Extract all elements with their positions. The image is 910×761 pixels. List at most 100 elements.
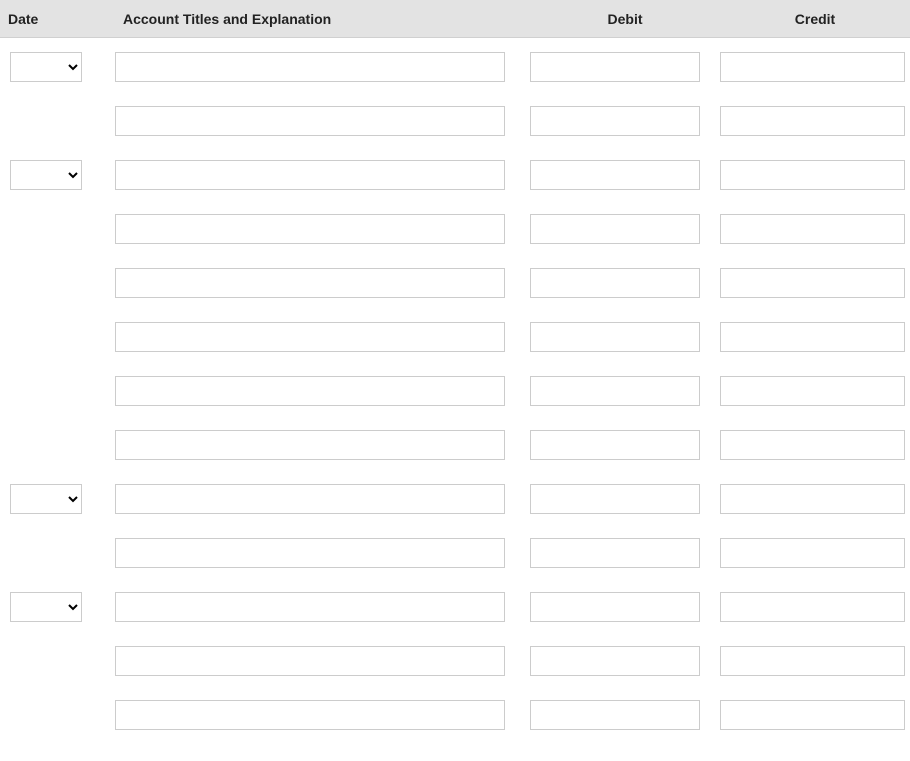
cell-account <box>115 214 530 244</box>
date-select[interactable] <box>10 592 82 622</box>
table-row <box>0 214 910 244</box>
account-input[interactable] <box>115 592 505 622</box>
credit-input[interactable] <box>720 484 905 514</box>
account-input[interactable] <box>115 538 505 568</box>
date-select[interactable] <box>10 484 82 514</box>
cell-account <box>115 106 530 136</box>
cell-credit <box>720 106 910 136</box>
credit-input[interactable] <box>720 646 905 676</box>
cell-account <box>115 160 530 190</box>
table-row <box>0 52 910 82</box>
debit-input[interactable] <box>530 52 700 82</box>
debit-input[interactable] <box>530 646 700 676</box>
cell-account <box>115 484 530 514</box>
credit-input[interactable] <box>720 700 905 730</box>
cell-debit <box>530 430 720 460</box>
cell-debit <box>530 484 720 514</box>
header-account: Account Titles and Explanation <box>115 11 530 27</box>
credit-input[interactable] <box>720 160 905 190</box>
credit-input[interactable] <box>720 268 905 298</box>
debit-input[interactable] <box>530 700 700 730</box>
table-row <box>0 646 910 676</box>
debit-input[interactable] <box>530 430 700 460</box>
cell-account <box>115 268 530 298</box>
cell-account <box>115 538 530 568</box>
credit-input[interactable] <box>720 592 905 622</box>
cell-credit <box>720 214 910 244</box>
table-row <box>0 538 910 568</box>
credit-input[interactable] <box>720 52 905 82</box>
debit-input[interactable] <box>530 592 700 622</box>
cell-credit <box>720 700 910 730</box>
table-header-row: Date Account Titles and Explanation Debi… <box>0 0 910 38</box>
cell-credit <box>720 52 910 82</box>
credit-input[interactable] <box>720 376 905 406</box>
cell-debit <box>530 700 720 730</box>
cell-debit <box>530 376 720 406</box>
cell-debit <box>530 160 720 190</box>
account-input[interactable] <box>115 700 505 730</box>
table-row <box>0 376 910 406</box>
table-row <box>0 106 910 136</box>
cell-debit <box>530 646 720 676</box>
cell-date <box>0 484 115 514</box>
cell-account <box>115 376 530 406</box>
table-row <box>0 268 910 298</box>
debit-input[interactable] <box>530 484 700 514</box>
account-input[interactable] <box>115 322 505 352</box>
debit-input[interactable] <box>530 376 700 406</box>
cell-credit <box>720 646 910 676</box>
credit-input[interactable] <box>720 538 905 568</box>
cell-debit <box>530 106 720 136</box>
cell-debit <box>530 268 720 298</box>
account-input[interactable] <box>115 160 505 190</box>
table-row <box>0 430 910 460</box>
cell-credit <box>720 484 910 514</box>
cell-account <box>115 700 530 730</box>
cell-account <box>115 430 530 460</box>
cell-credit <box>720 592 910 622</box>
table-row <box>0 700 910 730</box>
cell-debit <box>530 322 720 352</box>
header-credit: Credit <box>720 11 910 27</box>
cell-debit <box>530 538 720 568</box>
account-input[interactable] <box>115 268 505 298</box>
cell-credit <box>720 538 910 568</box>
account-input[interactable] <box>115 430 505 460</box>
account-input[interactable] <box>115 484 505 514</box>
debit-input[interactable] <box>530 538 700 568</box>
account-input[interactable] <box>115 52 505 82</box>
cell-debit <box>530 52 720 82</box>
table-row <box>0 322 910 352</box>
cell-account <box>115 646 530 676</box>
table-row <box>0 160 910 190</box>
debit-input[interactable] <box>530 268 700 298</box>
cell-credit <box>720 376 910 406</box>
cell-date <box>0 52 115 82</box>
debit-input[interactable] <box>530 160 700 190</box>
debit-input[interactable] <box>530 214 700 244</box>
date-select[interactable] <box>10 160 82 190</box>
header-date: Date <box>0 11 115 27</box>
account-input[interactable] <box>115 214 505 244</box>
cell-debit <box>530 214 720 244</box>
cell-credit <box>720 268 910 298</box>
cell-date <box>0 592 115 622</box>
journal-entry-table: Date Account Titles and Explanation Debi… <box>0 0 910 730</box>
credit-input[interactable] <box>720 214 905 244</box>
account-input[interactable] <box>115 646 505 676</box>
credit-input[interactable] <box>720 430 905 460</box>
cell-credit <box>720 322 910 352</box>
credit-input[interactable] <box>720 106 905 136</box>
account-input[interactable] <box>115 376 505 406</box>
debit-input[interactable] <box>530 106 700 136</box>
date-select[interactable] <box>10 52 82 82</box>
cell-account <box>115 322 530 352</box>
cell-credit <box>720 430 910 460</box>
credit-input[interactable] <box>720 322 905 352</box>
table-body <box>0 38 910 730</box>
debit-input[interactable] <box>530 322 700 352</box>
account-input[interactable] <box>115 106 505 136</box>
header-debit: Debit <box>530 11 720 27</box>
cell-debit <box>530 592 720 622</box>
